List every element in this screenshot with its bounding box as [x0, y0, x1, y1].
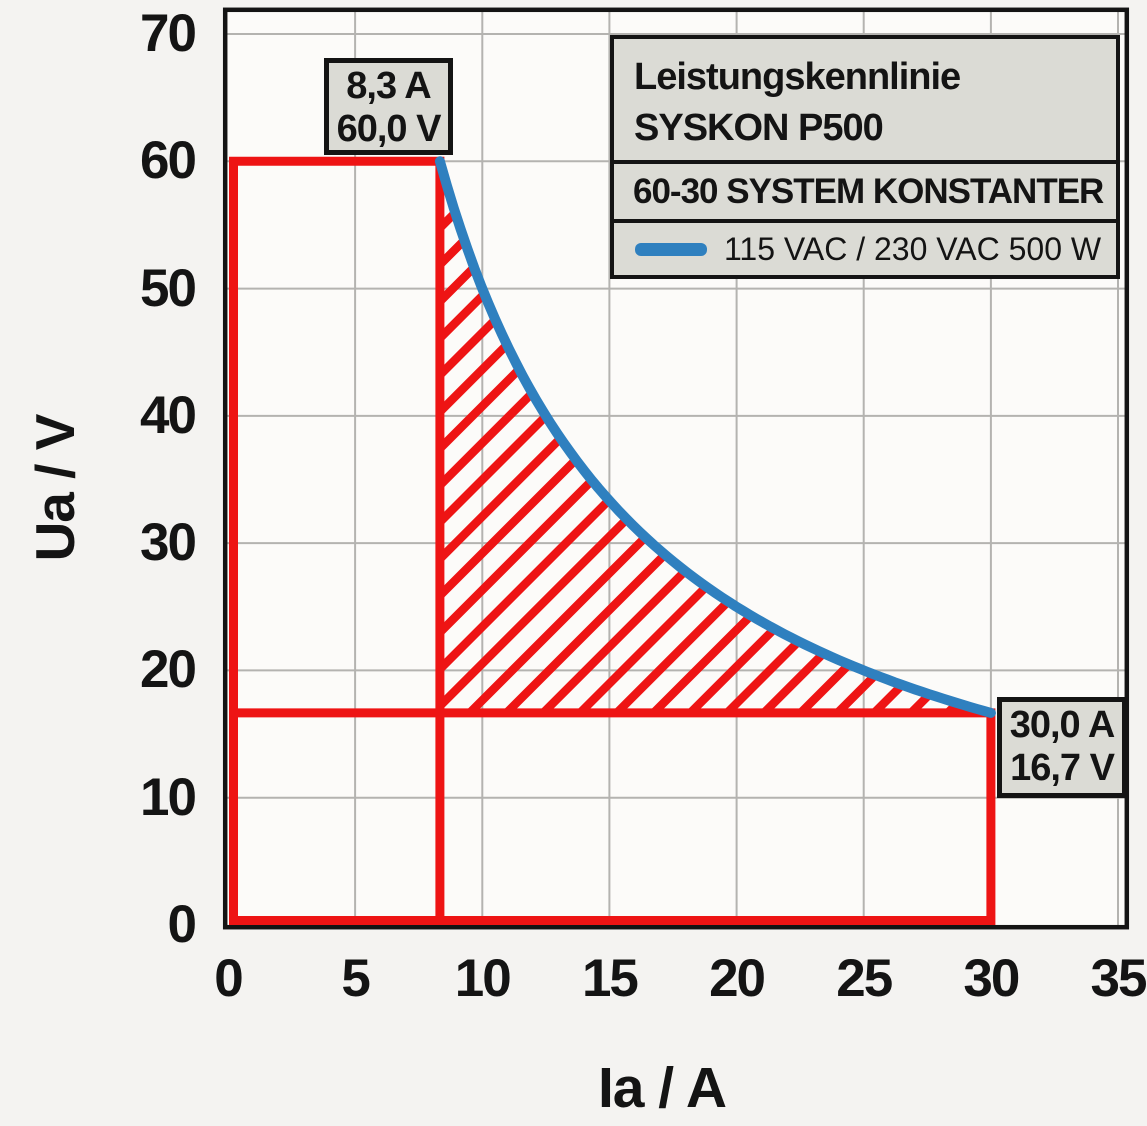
callout1-voltage: 60,0 V	[336, 108, 442, 150]
callout-max-voltage-point: 8,3 A 60,0 V	[324, 58, 453, 155]
legend-title: Leistungskennlinie SYSKON P500	[610, 35, 1120, 164]
callout2-voltage: 16,7 V	[1010, 747, 1115, 789]
legend-title-line1: Leistungskennlinie	[634, 56, 961, 98]
power-curve	[434, 156, 996, 718]
legend-box: Leistungskennlinie SYSKON P500 60-30 SYS…	[610, 35, 1120, 279]
callout2-current: 30,0 A	[1009, 704, 1116, 746]
hatched-power-region	[439, 161, 991, 713]
plot-border	[222, 7, 1130, 930]
legend-title-line2: SYSKON P500	[634, 107, 884, 149]
series-line-swatch	[635, 242, 707, 256]
legend-series-row: 115 VAC / 230 VAC 500 W	[610, 219, 1120, 279]
series-label: 115 VAC / 230 VAC 500 W	[724, 230, 1102, 267]
callout-max-current-point: 30,0 A 16,7 V	[997, 697, 1127, 798]
callout1-current: 8,3 A	[346, 65, 431, 107]
legend-subtitle: 60-30 SYSTEM KONSTANTER	[610, 160, 1120, 223]
